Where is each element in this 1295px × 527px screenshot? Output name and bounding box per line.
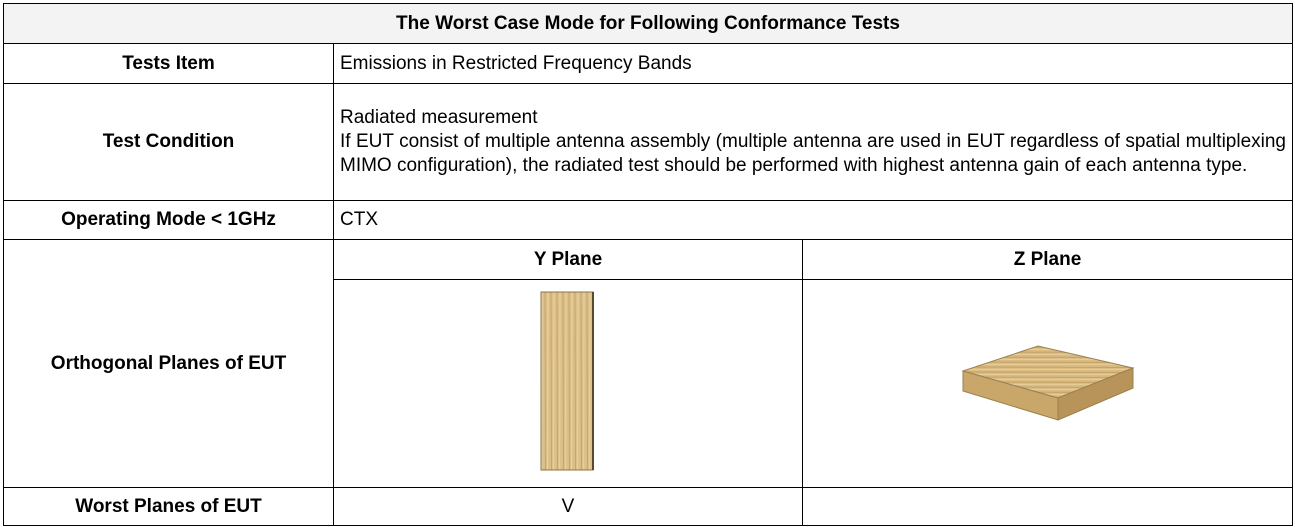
row-label: Tests Item bbox=[4, 44, 334, 84]
text-line: Radiated measurement bbox=[340, 106, 1286, 130]
row-label: Test Condition bbox=[4, 84, 334, 201]
column-header: Y Plane bbox=[334, 240, 803, 280]
y-plane-image bbox=[538, 290, 598, 472]
image-cell bbox=[334, 280, 803, 488]
empty-cell bbox=[803, 488, 1293, 526]
row-value: CTX bbox=[334, 201, 1293, 240]
row: Tests Item Emissions in Restricted Frequ… bbox=[4, 44, 1293, 84]
row-value: Emissions in Restricted Frequency Bands bbox=[334, 44, 1293, 84]
row-label: Orthogonal Planes of EUT bbox=[4, 240, 334, 488]
z-plane-image bbox=[958, 336, 1138, 426]
page: The Worst Case Mode for Following Confor… bbox=[0, 0, 1295, 527]
row-value: Radiated measurement If EUT consist of m… bbox=[334, 84, 1293, 201]
row-label: Worst Planes of EUT bbox=[4, 488, 334, 526]
table-title: The Worst Case Mode for Following Confor… bbox=[4, 4, 1293, 44]
row: Worst Planes of EUT V bbox=[4, 488, 1293, 526]
row: Test Condition Radiated measurement If E… bbox=[4, 84, 1293, 201]
row-label: Operating Mode < 1GHz bbox=[4, 201, 334, 240]
image-cell bbox=[803, 280, 1293, 488]
row: Orthogonal Planes of EUT Y Plane Z Plane bbox=[4, 240, 1293, 280]
conformance-table: The Worst Case Mode for Following Confor… bbox=[3, 3, 1293, 526]
column-header: Z Plane bbox=[803, 240, 1293, 280]
title-row: The Worst Case Mode for Following Confor… bbox=[4, 4, 1293, 44]
row-value: V bbox=[334, 488, 803, 526]
row: Operating Mode < 1GHz CTX bbox=[4, 201, 1293, 240]
text-paragraph: If EUT consist of multiple antenna assem… bbox=[340, 130, 1286, 178]
